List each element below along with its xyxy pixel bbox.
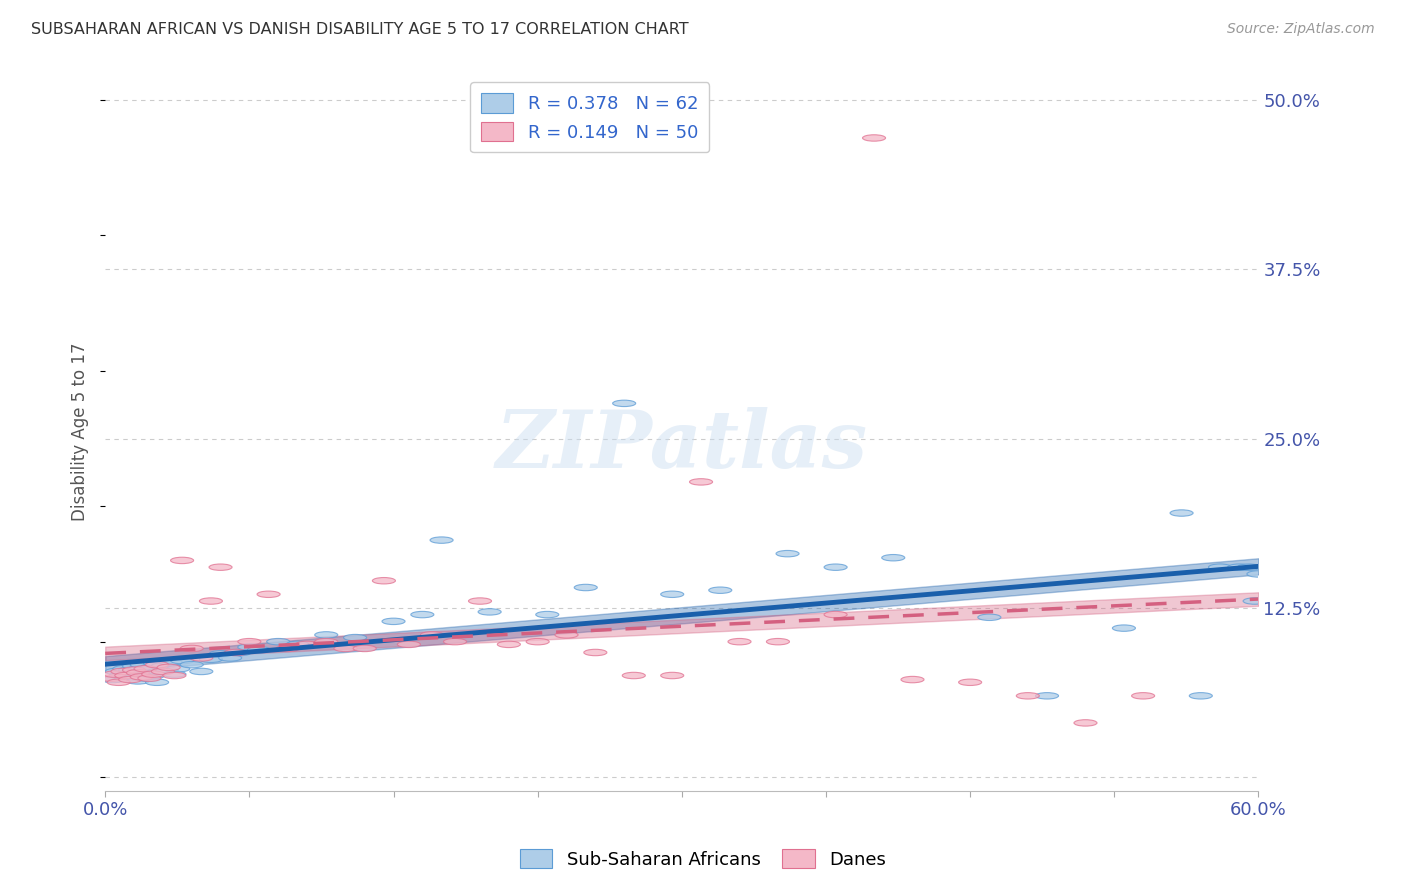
Legend: Sub-Saharan Africans, Danes: Sub-Saharan Africans, Danes [513,841,893,876]
Text: Source: ZipAtlas.com: Source: ZipAtlas.com [1227,22,1375,37]
Legend: R = 0.378   N = 62, R = 0.149   N = 50: R = 0.378 N = 62, R = 0.149 N = 50 [470,82,709,153]
Y-axis label: Disability Age 5 to 17: Disability Age 5 to 17 [72,343,89,521]
Text: ZIPatlas: ZIPatlas [496,408,868,485]
Text: SUBSAHARAN AFRICAN VS DANISH DISABILITY AGE 5 TO 17 CORRELATION CHART: SUBSAHARAN AFRICAN VS DANISH DISABILITY … [31,22,689,37]
